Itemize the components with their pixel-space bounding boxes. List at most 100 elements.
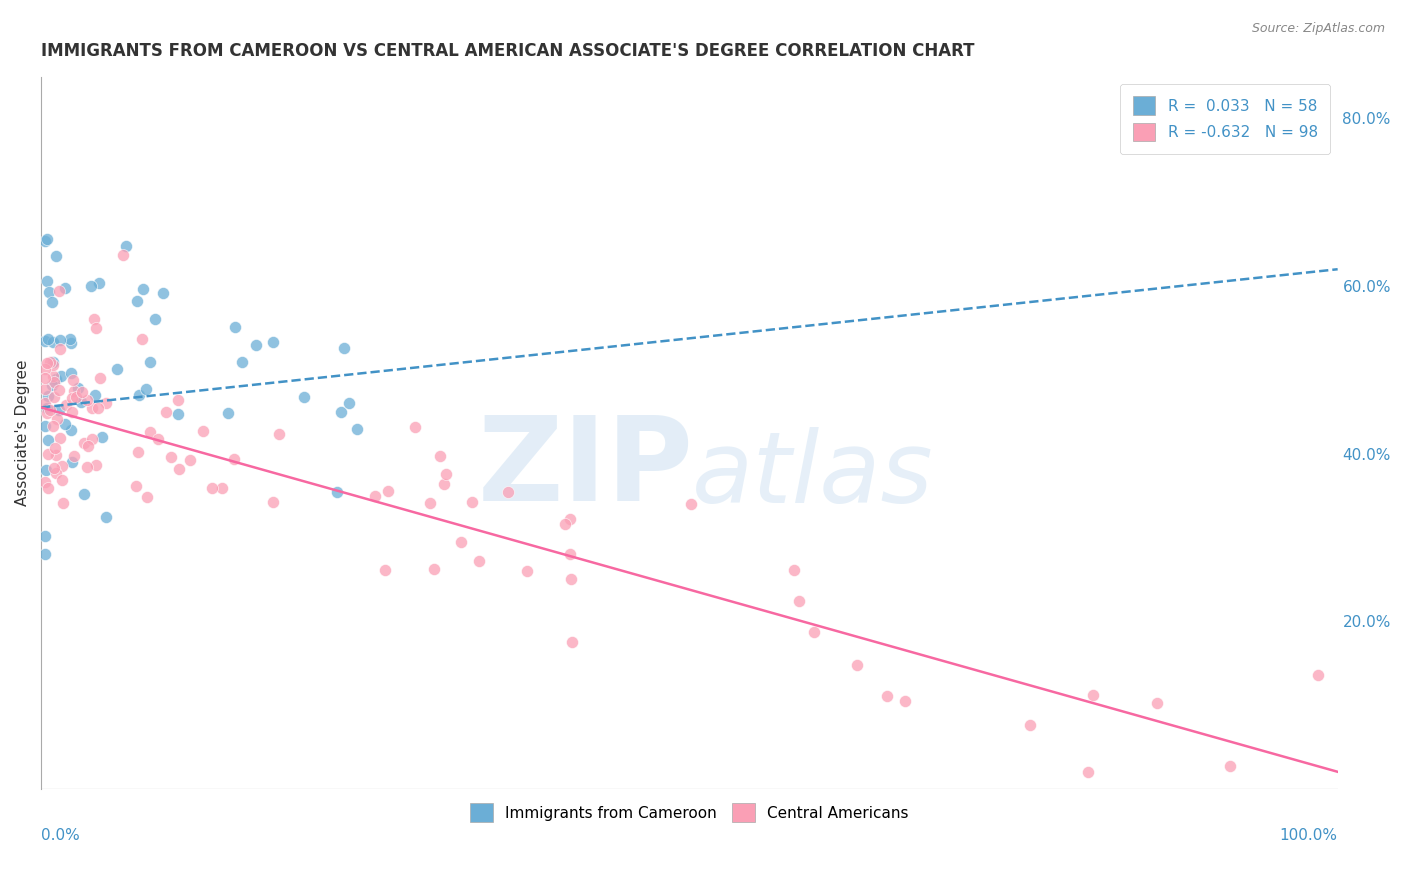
Point bbox=[803, 624, 825, 639]
Point bbox=[46, 412, 69, 426]
Point bbox=[41, 369, 63, 384]
Point bbox=[460, 495, 482, 509]
Point bbox=[63, 384, 86, 399]
Point bbox=[34, 396, 56, 410]
Point bbox=[1018, 717, 1040, 731]
Point bbox=[76, 459, 98, 474]
Point bbox=[77, 439, 100, 453]
Point bbox=[96, 395, 118, 409]
Point bbox=[363, 489, 385, 503]
Point bbox=[418, 496, 440, 510]
Point bbox=[35, 401, 58, 416]
Point bbox=[262, 495, 284, 509]
Point bbox=[42, 390, 65, 404]
Point bbox=[450, 535, 472, 549]
Point bbox=[80, 401, 103, 416]
Point bbox=[49, 431, 72, 445]
Point bbox=[48, 383, 70, 397]
Point bbox=[558, 512, 581, 526]
Point bbox=[1077, 764, 1099, 779]
Point bbox=[143, 311, 166, 326]
Text: ZIP: ZIP bbox=[478, 410, 693, 525]
Point bbox=[167, 392, 190, 407]
Point bbox=[224, 319, 246, 334]
Point bbox=[59, 335, 82, 350]
Point bbox=[166, 407, 188, 421]
Point bbox=[84, 458, 107, 473]
Point bbox=[346, 421, 368, 435]
Point bbox=[105, 362, 128, 376]
Text: 0.0%: 0.0% bbox=[41, 828, 80, 843]
Point bbox=[329, 405, 352, 419]
Point bbox=[558, 547, 581, 561]
Point bbox=[337, 395, 360, 409]
Point bbox=[53, 281, 76, 295]
Point bbox=[374, 563, 396, 577]
Point bbox=[87, 401, 110, 415]
Text: atlas: atlas bbox=[692, 426, 934, 524]
Point bbox=[34, 382, 56, 396]
Point bbox=[41, 294, 63, 309]
Point bbox=[1219, 759, 1241, 773]
Point bbox=[45, 372, 67, 386]
Point bbox=[217, 406, 239, 420]
Point bbox=[135, 490, 157, 504]
Point bbox=[45, 249, 67, 263]
Point bbox=[34, 475, 56, 490]
Point bbox=[333, 341, 356, 355]
Point bbox=[429, 449, 451, 463]
Point bbox=[73, 436, 96, 450]
Point bbox=[35, 356, 58, 370]
Point bbox=[377, 484, 399, 499]
Point bbox=[34, 361, 56, 376]
Point bbox=[42, 358, 65, 372]
Point bbox=[267, 426, 290, 441]
Point bbox=[65, 390, 87, 404]
Point bbox=[148, 432, 170, 446]
Point bbox=[51, 459, 73, 474]
Point bbox=[59, 333, 82, 347]
Point bbox=[48, 403, 70, 417]
Point bbox=[115, 239, 138, 253]
Point bbox=[42, 334, 65, 349]
Point bbox=[89, 371, 111, 385]
Point bbox=[34, 370, 56, 384]
Point bbox=[42, 460, 65, 475]
Point bbox=[138, 425, 160, 439]
Point bbox=[34, 234, 56, 248]
Point bbox=[96, 510, 118, 524]
Point bbox=[42, 355, 65, 369]
Point bbox=[131, 332, 153, 346]
Point bbox=[38, 285, 60, 299]
Point bbox=[245, 338, 267, 352]
Point bbox=[1146, 696, 1168, 710]
Point bbox=[60, 391, 83, 405]
Point bbox=[179, 453, 201, 467]
Point bbox=[167, 462, 190, 476]
Point bbox=[38, 403, 60, 417]
Point bbox=[49, 343, 72, 357]
Legend: Immigrants from Cameroon, Central Americans: Immigrants from Cameroon, Central Americ… bbox=[458, 791, 921, 834]
Point bbox=[34, 529, 56, 543]
Point bbox=[1308, 668, 1330, 682]
Point bbox=[211, 481, 233, 495]
Point bbox=[152, 286, 174, 301]
Point bbox=[44, 375, 66, 389]
Point bbox=[160, 450, 183, 465]
Point bbox=[83, 311, 105, 326]
Point bbox=[468, 554, 491, 568]
Point bbox=[62, 373, 84, 387]
Y-axis label: Associate's Degree: Associate's Degree bbox=[15, 359, 30, 506]
Point bbox=[128, 388, 150, 402]
Point bbox=[62, 449, 84, 463]
Point bbox=[554, 516, 576, 531]
Point bbox=[37, 433, 59, 447]
Point bbox=[35, 405, 58, 419]
Point bbox=[561, 635, 583, 649]
Point bbox=[35, 274, 58, 288]
Point bbox=[37, 389, 59, 403]
Point bbox=[433, 477, 456, 491]
Point bbox=[51, 474, 73, 488]
Point bbox=[894, 694, 917, 708]
Point bbox=[60, 405, 83, 419]
